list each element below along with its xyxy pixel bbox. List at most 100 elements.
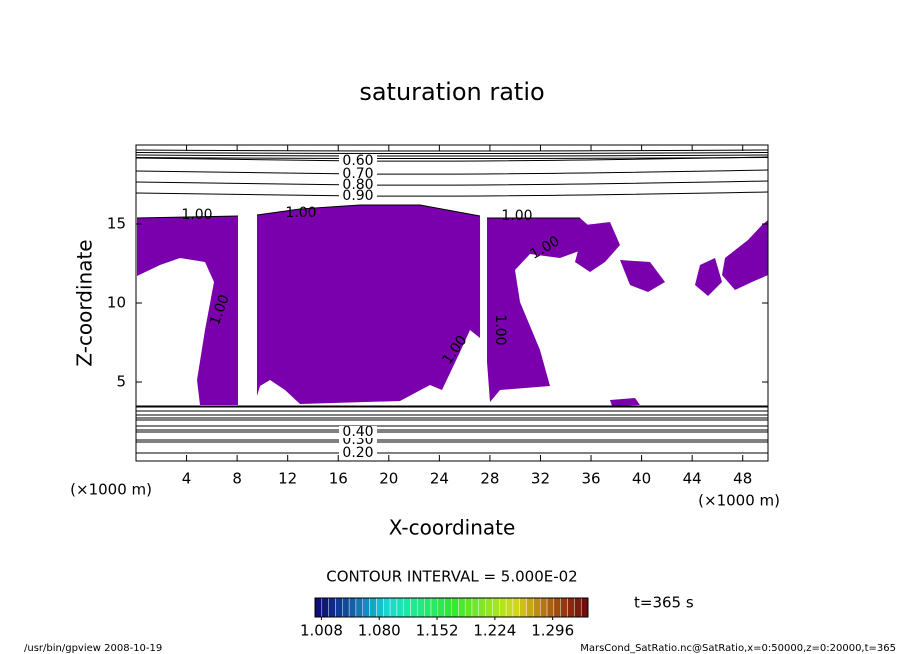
colorbar-cell — [383, 597, 391, 618]
colorbar-cell — [430, 597, 439, 618]
contour-label: 0.80 — [342, 177, 373, 193]
fill-area — [137, 216, 238, 405]
x-tick-label: 4 — [182, 470, 192, 488]
contour-line-minor — [135, 149, 769, 152]
contour-label: 1.00 — [501, 208, 532, 224]
colorbar-cell — [444, 597, 452, 618]
colorbar-cell — [580, 597, 589, 618]
x-tick-label: 8 — [232, 470, 242, 488]
colorbar-tick-label: 1.296 — [531, 622, 574, 640]
y-tick-label: 15 — [107, 215, 126, 233]
colorbar-cell — [526, 597, 534, 618]
x-tick-label: 44 — [683, 470, 702, 488]
time-label: t=365 s — [634, 594, 694, 612]
label-bg — [339, 426, 377, 438]
colorbar-cell — [560, 597, 568, 618]
colorbar-cell — [314, 597, 323, 618]
chart-title: saturation ratio — [359, 78, 544, 106]
contour-label: 0.70 — [342, 166, 373, 182]
contour-line-minor — [135, 157, 769, 159]
contour-label: 0.40 — [342, 424, 373, 440]
fill-area — [575, 222, 620, 272]
label-bg — [339, 168, 377, 180]
contour-lines — [135, 149, 769, 454]
colorbar-cell — [342, 597, 350, 618]
y-axis-label: Z-coordinate — [73, 239, 97, 366]
x-tick-label: 16 — [329, 470, 348, 488]
contour-line — [135, 191, 769, 197]
colorbar-cell — [512, 597, 520, 618]
contour-label: 1.00 — [181, 207, 212, 223]
fill-area — [722, 220, 768, 290]
colorbar-cell — [519, 597, 527, 618]
colorbar-cell — [492, 597, 500, 618]
colorbar-tick-label: 1.152 — [416, 622, 459, 640]
label-bg — [339, 447, 377, 459]
colorbar-cell — [540, 597, 548, 618]
colorbar-cell — [362, 597, 370, 618]
contour-line-minor — [135, 154, 769, 157]
saturated-region — [137, 205, 768, 406]
colorbar-cell — [499, 597, 507, 618]
colorbar-cell — [321, 597, 329, 618]
colorbar-tick-label: 1.224 — [473, 622, 516, 640]
x-tick-label: 48 — [733, 470, 752, 488]
colorbar-cell — [451, 597, 459, 618]
colorbar-cell — [567, 597, 575, 618]
contour-label: 0.90 — [342, 188, 373, 204]
colorbar-cell — [505, 597, 514, 618]
colorbar-cell — [410, 597, 418, 618]
x-tick-label: 12 — [278, 470, 297, 488]
contour-label: 0.60 — [342, 153, 373, 169]
colorbar-cell — [458, 597, 466, 618]
colorbar-cell — [574, 597, 582, 618]
colorbar-cell — [376, 597, 384, 618]
contour-label: 1.00 — [492, 314, 508, 345]
x-tick-label: 20 — [379, 470, 398, 488]
colorbar-cell — [396, 597, 404, 618]
contour-interval: CONTOUR INTERVAL = 5.000E-02 — [326, 568, 577, 586]
fill-area — [257, 205, 480, 404]
label-bg — [339, 179, 377, 191]
footer-left: /usr/bin/gpview 2008-10-19 — [24, 643, 162, 654]
x-axis-label: X-coordinate — [389, 516, 516, 540]
y-unit: (×1000 m) — [698, 492, 780, 510]
colorbar-cell — [424, 597, 432, 618]
y-tick-label: 5 — [116, 373, 126, 391]
colorbar-cell — [485, 597, 493, 618]
colorbar-cell — [417, 597, 425, 618]
colorbar-cell — [369, 597, 377, 618]
colorbar-cell — [335, 597, 343, 618]
colorbar-cell — [464, 597, 473, 618]
fill-area — [620, 260, 665, 292]
label-bg — [339, 155, 377, 167]
x-unit: (×1000 m) — [70, 481, 152, 499]
contour-line-minor — [135, 152, 769, 154]
colorbar-cell — [553, 597, 561, 618]
colorbar-cell — [533, 597, 541, 618]
x-tick-label: 28 — [480, 470, 499, 488]
fill-area — [610, 398, 640, 406]
colorbar-cell — [546, 597, 555, 618]
fill-area — [695, 258, 722, 296]
colorbar-cell — [348, 597, 357, 618]
fill-area — [487, 218, 596, 402]
colorbar-cell — [355, 597, 363, 618]
x-tick-label: 32 — [531, 470, 550, 488]
colorbar-cell — [328, 597, 336, 618]
contour-line — [135, 169, 769, 175]
colorbar-tick-label: 1.080 — [358, 622, 401, 640]
x-tick-label: 36 — [581, 470, 600, 488]
contour-line — [135, 180, 769, 186]
colorbar-cell — [471, 597, 480, 618]
x-tick-label: 40 — [632, 470, 651, 488]
colorbar-cell — [478, 597, 486, 618]
x-tick-label: 24 — [430, 470, 449, 488]
colorbar-cell — [437, 597, 445, 618]
colorbar-cell — [403, 597, 411, 618]
y-tick-label: 10 — [107, 294, 126, 312]
label-bg — [339, 190, 377, 202]
footer-right: MarsCond_SatRatio.nc@SatRatio,x=0:50000,… — [580, 643, 896, 654]
contour-label: 0.20 — [342, 445, 373, 461]
